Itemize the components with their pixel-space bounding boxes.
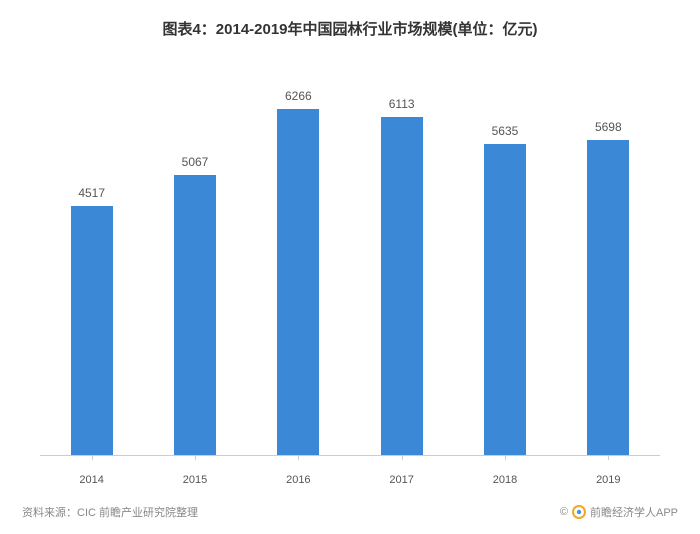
bar-value-label: 5698 bbox=[595, 120, 622, 134]
bar bbox=[381, 117, 423, 456]
x-axis-labels: 201420152016201720182019 bbox=[40, 474, 660, 486]
chart-footer: 资料来源：CIC 前瞻产业研究院整理 © 前瞻经济学人APP bbox=[0, 486, 700, 534]
bar bbox=[277, 109, 319, 456]
bar-value-label: 5635 bbox=[492, 124, 519, 138]
x-axis-tick bbox=[608, 456, 609, 460]
bar-value-label: 4517 bbox=[78, 186, 105, 200]
source-text: 资料来源：CIC 前瞻产业研究院整理 bbox=[22, 504, 198, 520]
x-axis-line bbox=[40, 455, 660, 456]
x-axis-tick bbox=[195, 456, 196, 460]
attribution-text: 前瞻经济学人APP bbox=[590, 504, 678, 520]
bar-group: 6113 bbox=[350, 79, 453, 456]
x-axis-tick bbox=[402, 456, 403, 460]
chart-title: 图表4：2014-2019年中国园林行业市场规模(单位：亿元) bbox=[0, 0, 700, 49]
chart-container: 图表4：2014-2019年中国园林行业市场规模(单位：亿元) 4517 5067… bbox=[0, 0, 700, 534]
x-axis-label: 2017 bbox=[350, 474, 453, 486]
x-axis-label: 2015 bbox=[143, 474, 246, 486]
bars-wrapper: 4517 5067 6266 6113 5635 5698 bbox=[40, 79, 660, 456]
x-axis-label: 2019 bbox=[557, 474, 660, 486]
bar bbox=[484, 144, 526, 456]
bar bbox=[174, 175, 216, 456]
bar-group: 6266 bbox=[247, 79, 350, 456]
x-axis-label: 2018 bbox=[453, 474, 556, 486]
bar bbox=[71, 206, 113, 456]
bar-value-label: 6266 bbox=[285, 89, 312, 103]
logo-icon bbox=[572, 505, 586, 519]
bar bbox=[587, 140, 629, 456]
copyright-icon: © bbox=[560, 506, 568, 518]
x-axis-label: 2016 bbox=[247, 474, 350, 486]
bar-value-label: 5067 bbox=[182, 155, 209, 169]
bar-group: 5698 bbox=[557, 79, 660, 456]
attribution-block: © 前瞻经济学人APP bbox=[560, 504, 678, 520]
bar-value-label: 6113 bbox=[389, 97, 415, 111]
bar-group: 5067 bbox=[143, 79, 246, 456]
bar-group: 5635 bbox=[453, 79, 556, 456]
bar-group: 4517 bbox=[40, 79, 143, 456]
x-axis-tick bbox=[298, 456, 299, 460]
x-axis-tick bbox=[92, 456, 93, 460]
x-axis-label: 2014 bbox=[40, 474, 143, 486]
plot-area: 4517 5067 6266 6113 5635 5698 bbox=[40, 79, 660, 456]
x-axis-tick bbox=[505, 456, 506, 460]
